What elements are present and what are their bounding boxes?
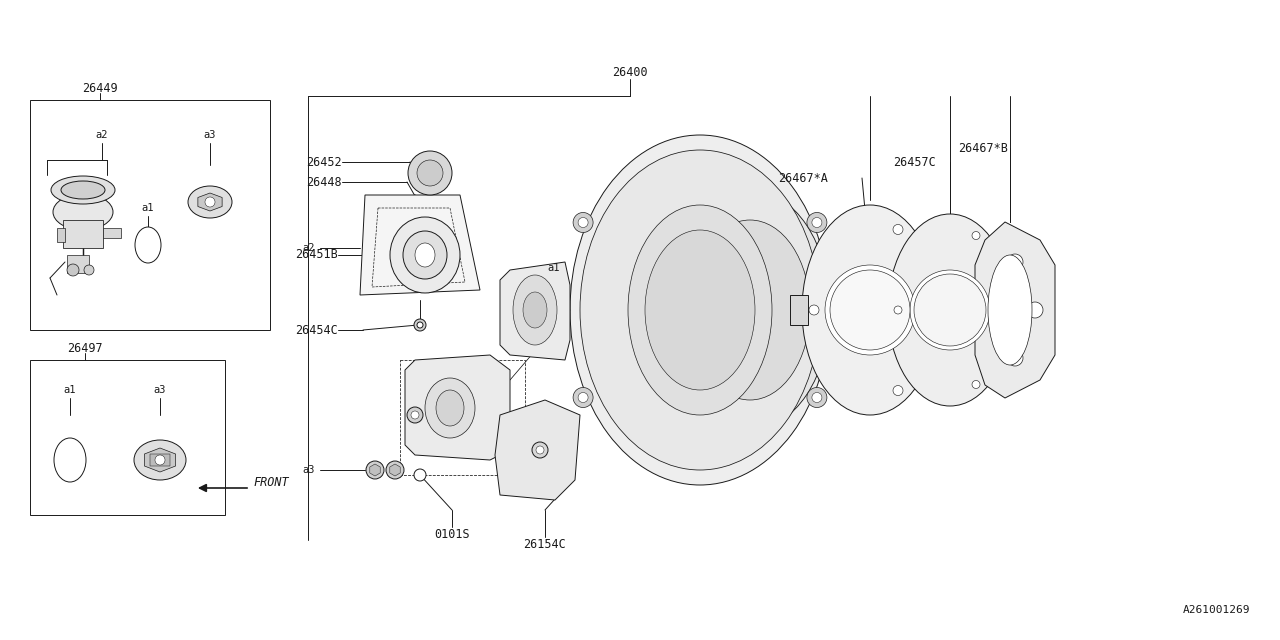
Circle shape [411,411,419,419]
Ellipse shape [513,275,557,345]
Text: 26467*B: 26467*B [957,141,1007,154]
Ellipse shape [570,135,829,485]
Polygon shape [145,448,175,472]
Ellipse shape [690,220,810,400]
Text: a3: a3 [302,465,315,475]
Text: 26467*A: 26467*A [778,172,828,184]
Ellipse shape [61,181,105,199]
Circle shape [155,455,165,465]
Circle shape [972,232,980,239]
Circle shape [84,265,93,275]
Text: 26449: 26449 [82,81,118,95]
Polygon shape [975,222,1055,398]
Text: 26454C: 26454C [296,323,338,337]
Text: a1: a1 [547,263,559,273]
Circle shape [812,218,822,227]
Circle shape [536,446,544,454]
Bar [399,360,525,475]
Text: a1: a1 [142,203,155,213]
Ellipse shape [403,231,447,279]
Polygon shape [198,193,223,211]
Text: 26448: 26448 [306,175,342,189]
Circle shape [417,322,422,328]
Circle shape [809,305,819,315]
Circle shape [67,264,79,276]
Bar [58,228,65,242]
Ellipse shape [988,255,1032,365]
Circle shape [893,225,902,234]
Ellipse shape [54,438,86,482]
Bar [29,100,270,330]
Ellipse shape [910,270,989,350]
Polygon shape [360,195,480,295]
Ellipse shape [134,440,186,480]
Circle shape [573,212,593,232]
Circle shape [579,218,588,227]
Polygon shape [390,464,401,476]
Ellipse shape [425,378,475,438]
Circle shape [408,151,452,195]
Ellipse shape [645,230,755,390]
Text: a2: a2 [96,130,109,140]
Text: 26451B: 26451B [296,248,338,262]
Circle shape [573,387,593,408]
Ellipse shape [390,217,460,293]
Ellipse shape [188,186,232,218]
Polygon shape [404,355,509,460]
Ellipse shape [52,194,113,230]
Ellipse shape [888,214,1012,406]
Circle shape [812,392,822,403]
Text: 26452: 26452 [306,156,342,168]
Text: 26497: 26497 [67,342,102,355]
Ellipse shape [826,265,915,355]
Polygon shape [495,400,580,500]
Circle shape [417,160,443,186]
Ellipse shape [415,243,435,267]
Ellipse shape [803,205,938,415]
Circle shape [806,387,827,408]
Ellipse shape [436,390,465,426]
Ellipse shape [669,190,829,430]
Circle shape [205,197,215,207]
Text: a1: a1 [64,385,77,395]
Circle shape [532,442,548,458]
Polygon shape [370,464,380,476]
Polygon shape [500,262,570,360]
Ellipse shape [524,292,547,328]
Circle shape [893,306,902,314]
Ellipse shape [829,270,910,350]
Circle shape [579,392,588,403]
Text: a3: a3 [154,385,166,395]
Circle shape [972,380,980,388]
Circle shape [413,469,426,481]
Ellipse shape [134,227,161,263]
Text: A261001269: A261001269 [1183,605,1251,615]
Circle shape [1027,302,1043,318]
Ellipse shape [580,150,820,470]
Text: 26457C: 26457C [893,156,936,168]
Text: 26154C: 26154C [524,538,566,552]
Bar [67,255,90,273]
Ellipse shape [914,274,986,346]
Bar [29,360,225,515]
Bar [63,220,102,248]
Ellipse shape [628,205,772,415]
Circle shape [366,461,384,479]
Text: a2: a2 [302,243,315,253]
Circle shape [1007,254,1023,270]
Text: a3: a3 [204,130,216,140]
Circle shape [1007,350,1023,366]
Circle shape [893,385,902,396]
Bar [102,228,122,238]
Text: 26400: 26400 [612,65,648,79]
Circle shape [806,212,827,232]
Circle shape [413,319,426,331]
Circle shape [387,461,404,479]
Ellipse shape [51,176,115,204]
Circle shape [407,407,422,423]
Bar [790,295,808,325]
Bar [150,454,170,466]
Text: 0101S: 0101S [434,529,470,541]
Text: FRONT: FRONT [253,476,288,488]
